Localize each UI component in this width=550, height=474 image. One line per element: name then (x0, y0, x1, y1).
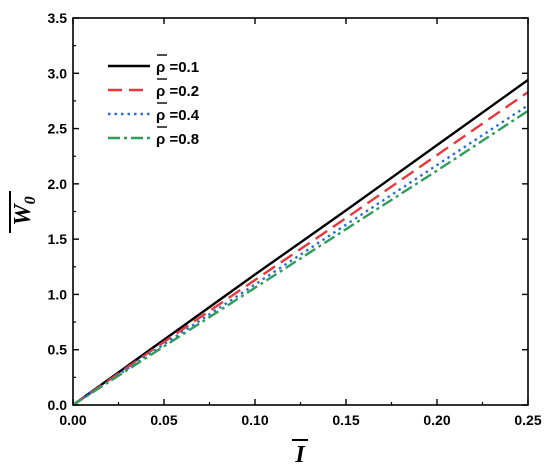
y-tick-label: 0.5 (48, 342, 68, 358)
x-tick-label: 0.25 (514, 412, 541, 428)
plot-frame (72, 17, 529, 406)
y-tick-label: 0.0 (48, 397, 68, 413)
y-axis-label: W0 (9, 191, 39, 233)
y-axis-label-text: W0 (10, 196, 39, 225)
y-tick-label: 1.0 (48, 286, 68, 302)
y-tick-label: 2.5 (48, 121, 68, 137)
legend: ρ =0.1 ρ =0.2 ρ =0.4 ρ =0.8 (108, 54, 200, 148)
series-line-4 (72, 109, 529, 407)
x-tick-label: 0.20 (423, 412, 450, 428)
x-axis-label: I (292, 439, 308, 468)
series-line-3 (72, 104, 529, 406)
x-tick-labels: 0.00 0.05 0.10 0.15 0.20 0.25 (59, 412, 541, 428)
x-tick-label: 0.10 (241, 412, 268, 428)
legend-label-4: ρ =0.8 (156, 131, 199, 148)
series-line-1 (72, 78, 529, 406)
y-tick-label: 2.0 (48, 176, 68, 192)
y-axis-label-subscript: 0 (22, 196, 39, 204)
y-tick-label: 3.0 (48, 65, 68, 81)
series-line-2 (72, 91, 529, 406)
x-axis-label-text: I (294, 442, 306, 468)
legend-label-1: ρ =0.1 (156, 59, 199, 76)
y-axis-label-main: W (10, 203, 36, 226)
y-tick-label: 1.5 (48, 231, 68, 247)
x-tick-label: 0.15 (332, 412, 359, 428)
x-tick-label: 0.00 (59, 412, 86, 428)
y-tick-labels: 0.0 0.5 1.0 1.5 2.0 2.5 3.0 3.5 (48, 10, 68, 413)
legend-label-2: ρ =0.2 (156, 83, 199, 100)
y-tick-label: 3.5 (48, 10, 68, 26)
series-lines (72, 78, 529, 407)
x-tick-label: 0.05 (150, 412, 177, 428)
legend-label-3: ρ =0.4 (156, 107, 200, 124)
axis-ticks (72, 17, 529, 406)
